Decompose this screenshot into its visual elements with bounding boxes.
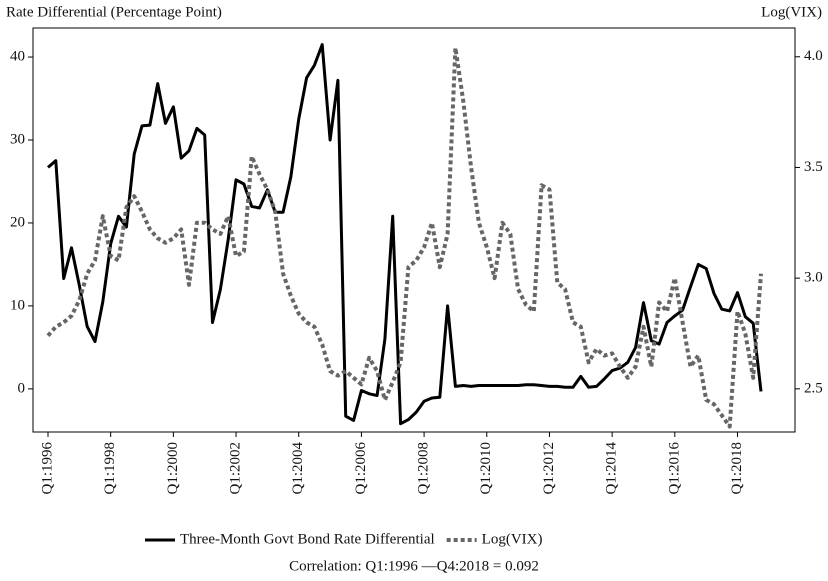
y2-tick-label: 4.0 [804, 48, 823, 64]
x-tick-label: Q1:2018 [729, 442, 745, 495]
x-tick-label: Q1:1996 [39, 442, 55, 495]
x-tick-label: Q1:1998 [102, 442, 118, 495]
x-tick-label: Q1:2006 [353, 442, 369, 495]
y-tick-label: 10 [10, 297, 25, 313]
legend-label: Log(VIX) [482, 531, 543, 547]
x-tick-label: Q1:2014 [604, 442, 620, 495]
x-tick-label: Q1:2008 [416, 442, 432, 495]
x-tick-label: Q1:2012 [541, 442, 557, 495]
x-tick-label: Q1:2002 [227, 442, 243, 495]
y2-tick-label: 2.5 [804, 380, 823, 396]
y-tick-label: 0 [18, 380, 26, 396]
y-tick-label: 30 [10, 131, 25, 147]
y-tick-label: 20 [10, 214, 25, 230]
y2-tick-label: 3.5 [804, 159, 823, 175]
x-tick-label: Q1:2004 [290, 442, 306, 495]
y2-tick-label: 3.0 [804, 270, 823, 286]
y-axis-label: Rate Differential (Percentage Point) [6, 4, 222, 20]
x-tick-label: Q1:2000 [165, 442, 181, 495]
series-line [47, 43, 763, 426]
x-tick-label: Q1:2010 [478, 442, 494, 495]
plot-frame [32, 27, 796, 433]
series-line [46, 45, 763, 429]
x-tick-label: Q1:2016 [666, 442, 682, 495]
y-tick-label: 40 [10, 48, 25, 64]
y2-axis-label: Log(VIX) [761, 4, 822, 20]
footnote: Correlation: Q1:1996 —Q4:2018 = 0.092 [289, 558, 539, 574]
legend-label: Three-Month Govt Bond Rate Differential [180, 531, 435, 547]
